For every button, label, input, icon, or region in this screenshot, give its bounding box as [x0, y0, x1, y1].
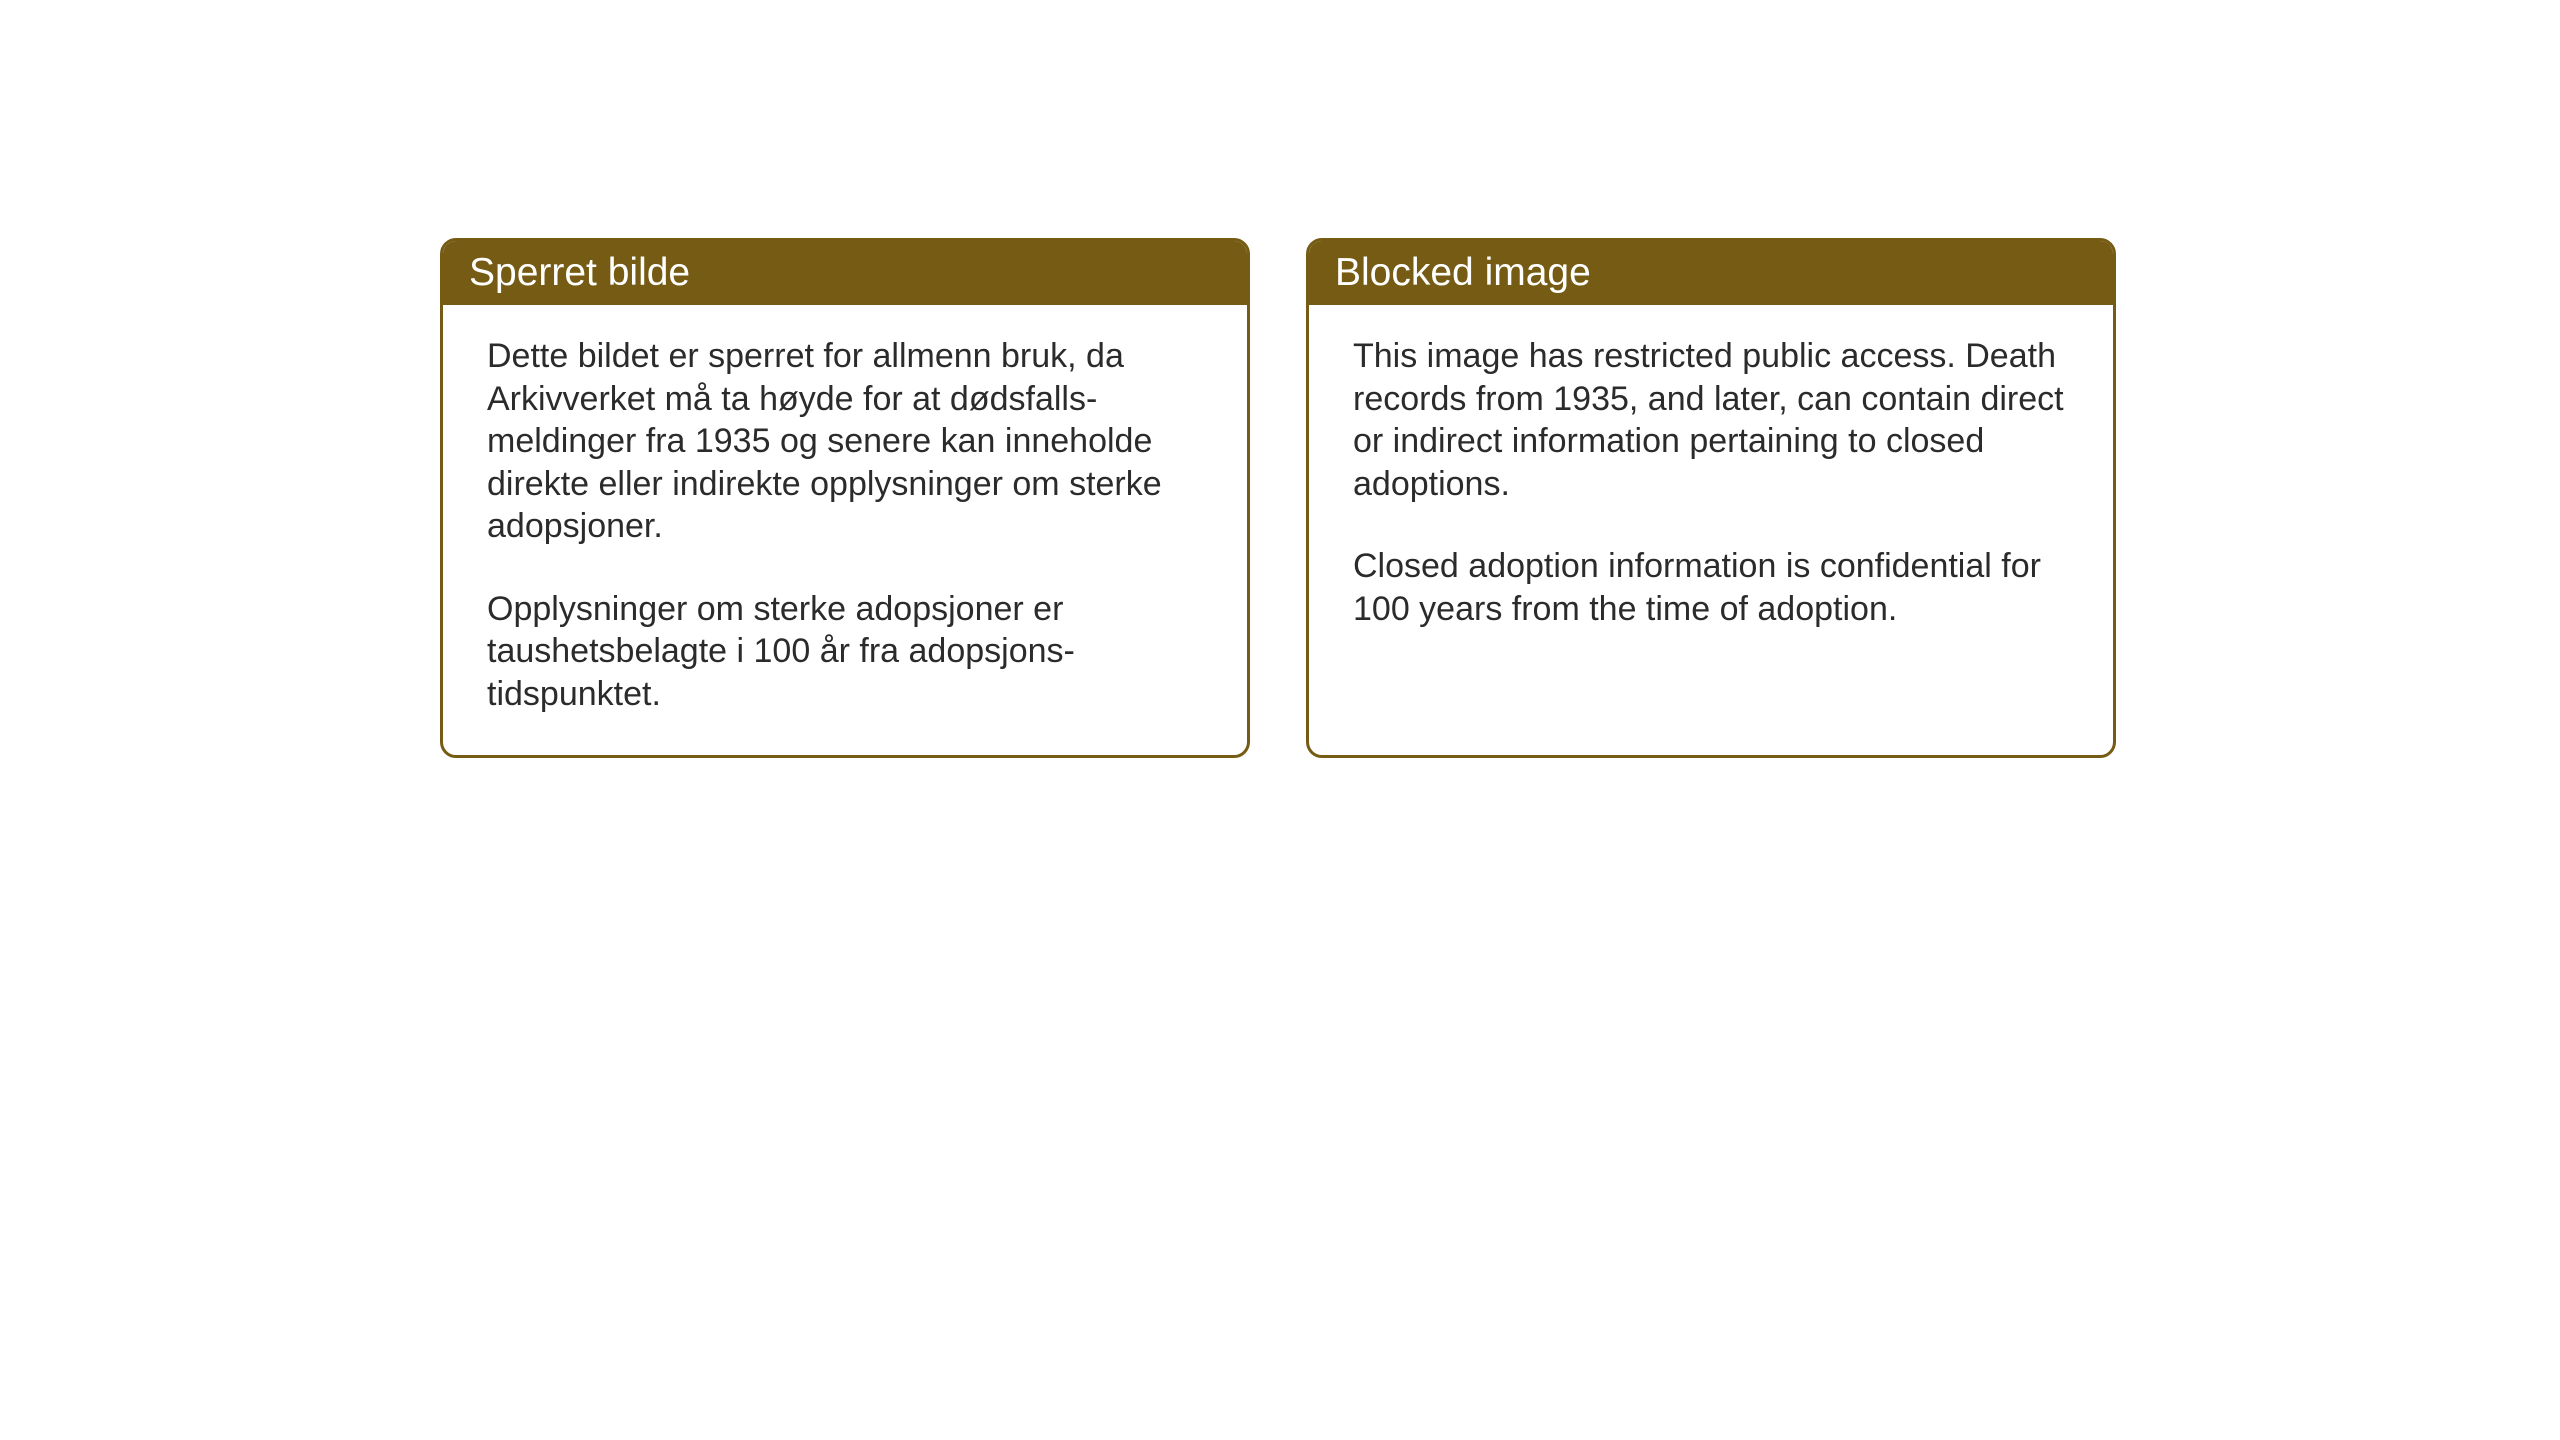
english-paragraph-1: This image has restricted public access.… — [1353, 335, 2069, 505]
norwegian-paragraph-1: Dette bildet er sperret for allmenn bruk… — [487, 335, 1203, 548]
english-card-body: This image has restricted public access.… — [1309, 305, 2113, 720]
english-paragraph-2: Closed adoption information is confident… — [1353, 545, 2069, 630]
norwegian-card-body: Dette bildet er sperret for allmenn bruk… — [443, 305, 1247, 755]
norwegian-card-title: Sperret bilde — [443, 241, 1247, 305]
english-card-title: Blocked image — [1309, 241, 2113, 305]
english-notice-card: Blocked image This image has restricted … — [1306, 238, 2116, 758]
notice-container: Sperret bilde Dette bildet er sperret fo… — [440, 238, 2116, 758]
norwegian-notice-card: Sperret bilde Dette bildet er sperret fo… — [440, 238, 1250, 758]
norwegian-paragraph-2: Opplysninger om sterke adopsjoner er tau… — [487, 588, 1203, 716]
